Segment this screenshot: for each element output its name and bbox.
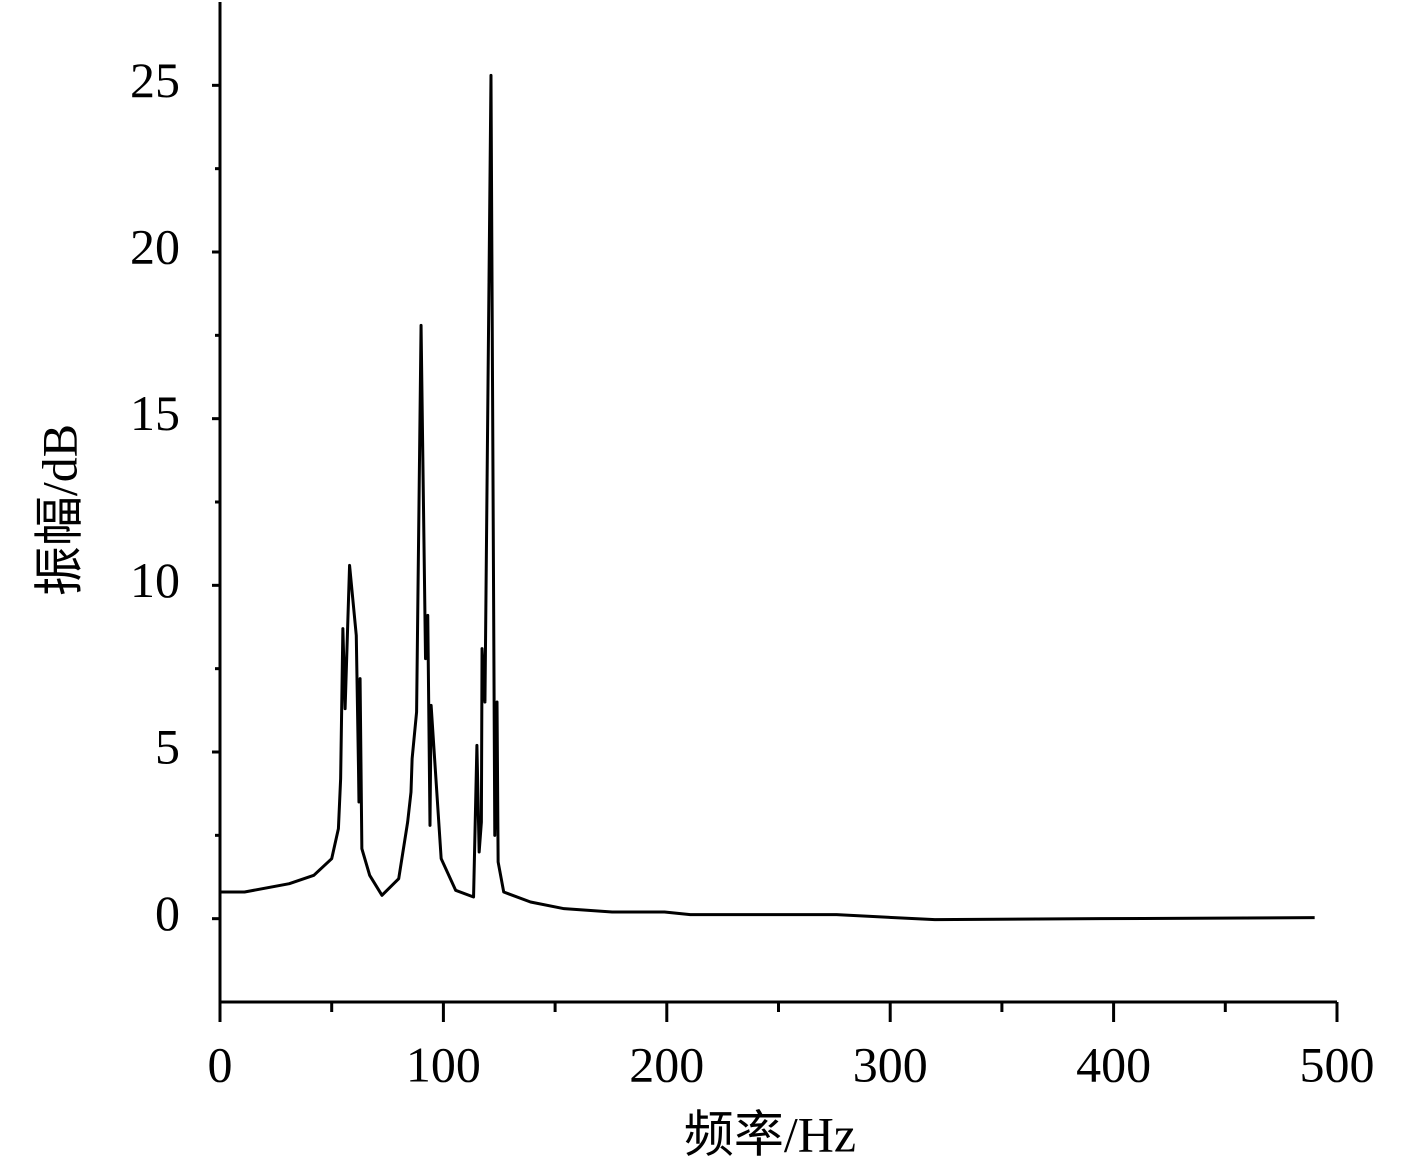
y-axis-label: 振幅/dB xyxy=(31,424,87,596)
y-tick-label: 10 xyxy=(130,552,180,608)
y-tick-label: 0 xyxy=(155,885,180,941)
x-tick-label: 500 xyxy=(1300,1036,1375,1092)
y-tick-label: 20 xyxy=(130,218,180,274)
data-line xyxy=(220,73,1315,922)
y-tick-label: 5 xyxy=(155,718,180,774)
y-tick-label: 25 xyxy=(130,52,180,108)
x-tick-label: 300 xyxy=(853,1036,928,1092)
x-axis-label: 频率/Hz xyxy=(684,1106,856,1162)
x-tick-label: 0 xyxy=(208,1036,233,1092)
x-tick-label: 200 xyxy=(629,1036,704,1092)
x-tick-label: 400 xyxy=(1076,1036,1151,1092)
y-tick-label: 15 xyxy=(130,385,180,441)
x-tick-label: 100 xyxy=(406,1036,481,1092)
